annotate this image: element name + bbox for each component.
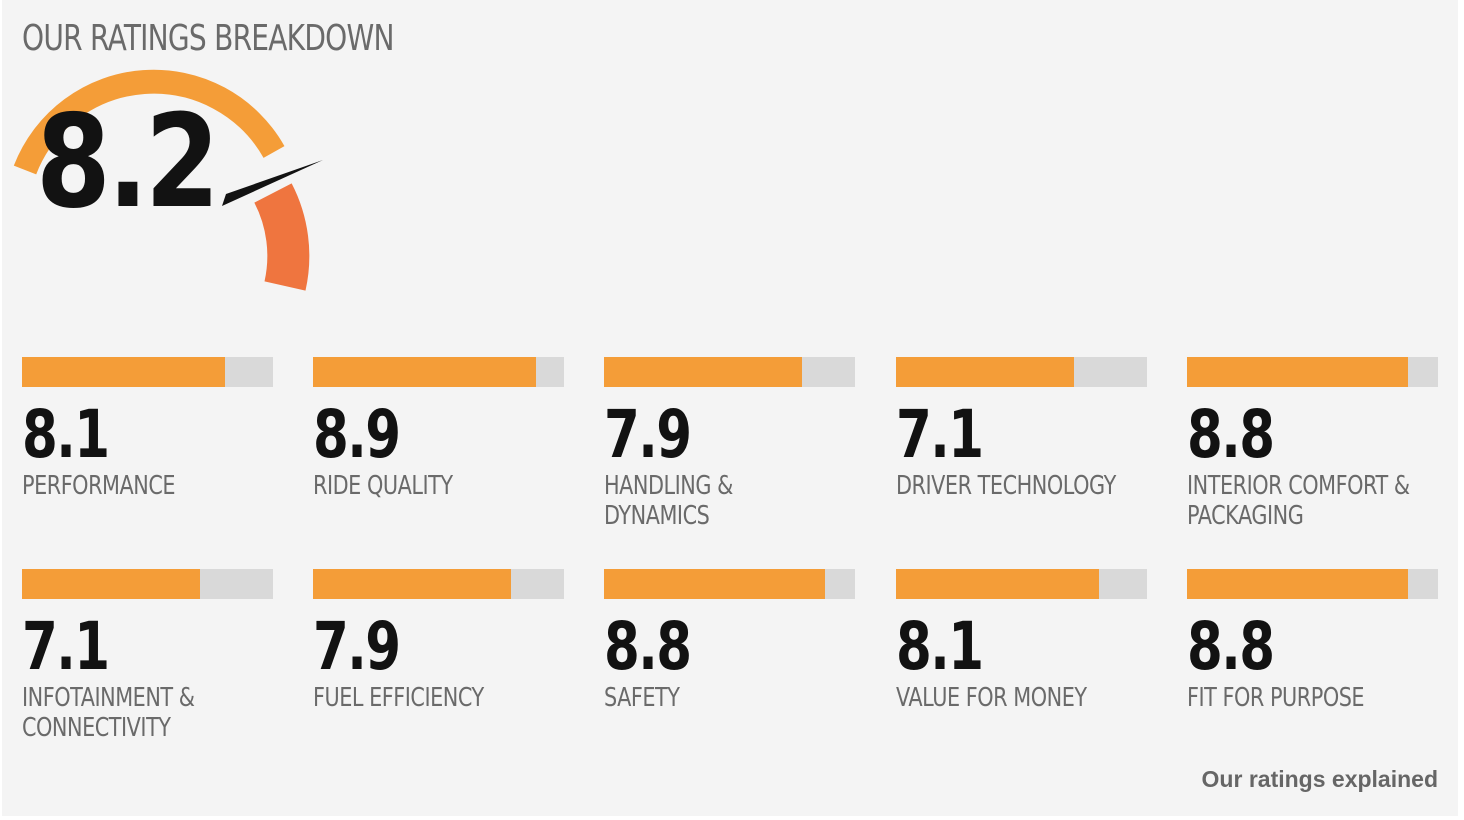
rating-bar-fill	[604, 357, 803, 387]
gauge-arc-accent	[254, 183, 310, 291]
rating-score: 8.9	[313, 396, 401, 473]
speedometer-icon	[13, 69, 323, 291]
rating-score: 8.8	[604, 608, 692, 685]
rating-ride-quality: 8.9 RIDE QUALITY	[313, 357, 564, 547]
gauge-arc-orange	[13, 69, 285, 175]
rating-label: FIT FOR PURPOSE	[1187, 683, 1365, 713]
rating-label: INFOTAINMENT & CONNECTIVITY	[22, 683, 195, 743]
rating-score: 7.1	[896, 396, 984, 473]
rating-score: 8.1	[22, 396, 110, 473]
overall-score: 8.2	[36, 88, 220, 237]
rating-score: 7.1	[22, 608, 110, 685]
rating-interior-comfort-packaging: 8.8 INTERIOR COMFORT & PACKAGING	[1187, 357, 1438, 547]
rating-score: 7.9	[604, 396, 692, 473]
rating-score: 8.8	[1187, 608, 1275, 685]
rating-bar-fill	[896, 569, 1100, 599]
ratings-grid: 8.1 PERFORMANCE 8.9 RIDE QUALITY 7.9 HAN…	[22, 357, 1438, 777]
rating-handling-dynamics: 7.9 HANDLING & DYNAMICS	[604, 357, 855, 547]
rating-bar	[1187, 357, 1438, 387]
rating-bar-fill	[1187, 569, 1408, 599]
rating-bar	[22, 357, 273, 387]
rating-bar-fill	[313, 357, 537, 387]
rating-bar-fill	[896, 357, 1075, 387]
rating-value-for-money: 8.1 VALUE FOR MONEY	[896, 569, 1147, 759]
rating-label: SAFETY	[604, 683, 680, 713]
rating-bar-fill	[1187, 357, 1408, 387]
rating-bar	[896, 569, 1147, 599]
rating-bar-fill	[22, 569, 201, 599]
rating-bar	[896, 357, 1147, 387]
rating-bar-fill	[313, 569, 512, 599]
rating-label: PERFORMANCE	[22, 471, 176, 501]
rating-label: RIDE QUALITY	[313, 471, 453, 501]
rating-bar-fill	[22, 357, 226, 387]
rating-score: 7.9	[313, 608, 401, 685]
page-title: OUR RATINGS BREAKDOWN	[22, 18, 394, 59]
rating-label: DRIVER TECHNOLOGY	[896, 471, 1116, 501]
overall-gauge	[13, 69, 346, 310]
rating-label: FUEL EFFICIENCY	[313, 683, 484, 713]
rating-performance: 8.1 PERFORMANCE	[22, 357, 273, 547]
rating-label: INTERIOR COMFORT & PACKAGING	[1187, 471, 1410, 531]
rating-infotainment-connectivity: 7.1 INFOTAINMENT & CONNECTIVITY	[22, 569, 273, 759]
rating-bar	[22, 569, 273, 599]
rating-bar	[313, 569, 564, 599]
rating-fit-for-purpose: 8.8 FIT FOR PURPOSE	[1187, 569, 1438, 759]
rating-fuel-efficiency: 7.9 FUEL EFFICIENCY	[313, 569, 564, 759]
rating-label: HANDLING & DYNAMICS	[604, 471, 733, 531]
rating-bar-fill	[604, 569, 825, 599]
rating-score: 8.1	[896, 608, 984, 685]
rating-bar	[313, 357, 564, 387]
rating-label: VALUE FOR MONEY	[896, 683, 1087, 713]
rating-driver-technology: 7.1 DRIVER TECHNOLOGY	[896, 357, 1147, 547]
gauge-needle	[222, 160, 323, 206]
rating-safety: 8.8 SAFETY	[604, 569, 855, 759]
ratings-explained-link[interactable]: Our ratings explained	[1201, 766, 1438, 792]
rating-bar	[604, 569, 855, 599]
rating-bar	[1187, 569, 1438, 599]
rating-score: 8.8	[1187, 396, 1275, 473]
rating-bar	[604, 357, 855, 387]
